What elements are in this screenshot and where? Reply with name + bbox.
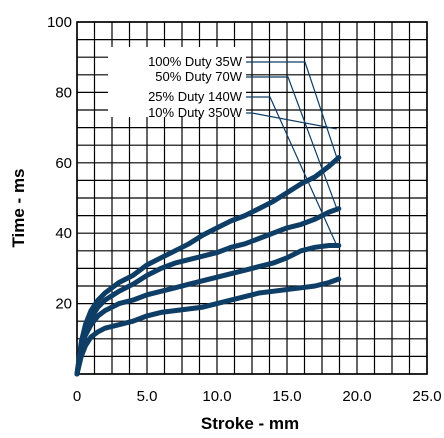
legend-leader-line bbox=[244, 112, 337, 130]
x-tick-label: 10.0 bbox=[202, 388, 231, 405]
y-tick-label: 100 bbox=[47, 14, 72, 31]
y-tick-label: 80 bbox=[55, 84, 72, 101]
x-tick-label: 5.0 bbox=[137, 388, 158, 405]
legend-label: 100% Duty 35W bbox=[148, 54, 243, 69]
series-line bbox=[74, 276, 342, 377]
x-tick-label: 25.0 bbox=[412, 388, 441, 405]
y-tick-label: 20 bbox=[55, 296, 72, 313]
legend-leader-line bbox=[244, 61, 338, 158]
series-line bbox=[74, 155, 342, 377]
series-line bbox=[74, 243, 342, 377]
series-group bbox=[74, 155, 342, 377]
x-tick-label: 20.0 bbox=[342, 388, 371, 405]
legend-leader-line bbox=[244, 76, 338, 209]
x-tick-label: 0 bbox=[73, 388, 81, 405]
y-axis-title: Time - ms bbox=[9, 168, 28, 247]
plot-frame bbox=[76, 21, 428, 375]
tick-labels: 0 5.0 10.0 15.0 20.0 25.0 20 40 60 80 100 bbox=[47, 14, 442, 405]
series-line bbox=[74, 206, 342, 377]
y-tick-label: 60 bbox=[55, 155, 72, 172]
y-tick-label: 40 bbox=[55, 225, 72, 242]
legend-background bbox=[108, 47, 246, 117]
x-tick-label: 15.0 bbox=[272, 388, 301, 405]
legend-leader-lines bbox=[244, 61, 338, 246]
legend-label: 10% Duty 350W bbox=[148, 105, 243, 120]
legend-leader-line bbox=[244, 96, 338, 246]
legend-label: 50% Duty 70W bbox=[155, 69, 242, 84]
x-axis-title: Stroke - mm bbox=[201, 414, 299, 433]
legend-label: 25% Duty 140W bbox=[148, 89, 243, 104]
